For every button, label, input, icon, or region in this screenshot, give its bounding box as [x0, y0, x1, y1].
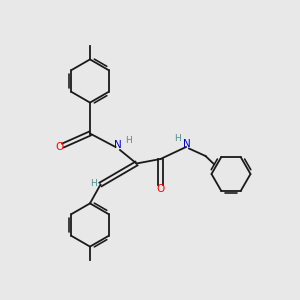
- Text: H: H: [91, 178, 97, 188]
- Text: N: N: [183, 139, 190, 149]
- Text: O: O: [56, 142, 64, 152]
- Text: O: O: [156, 184, 165, 194]
- Text: H: H: [125, 136, 131, 145]
- Text: H: H: [174, 134, 181, 142]
- Text: N: N: [114, 140, 122, 150]
